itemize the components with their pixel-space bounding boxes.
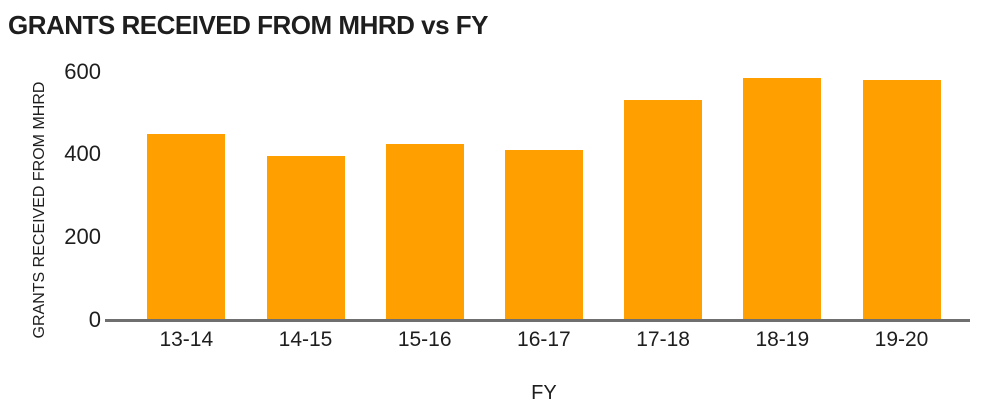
x-tick-label-13-14: 13-14 [159, 328, 214, 351]
bar-13-14[interactable] [147, 133, 226, 320]
x-tick-label-15-16: 15-16 [397, 328, 452, 351]
bar-14-15[interactable] [266, 155, 345, 320]
bar-19-20[interactable] [862, 79, 941, 320]
y-tick-label-0: 0 [88, 307, 101, 332]
y-tick-label-600: 600 [64, 58, 101, 84]
y-tick-label-400: 400 [64, 141, 101, 167]
x-tick-label-14-15: 14-15 [278, 328, 333, 351]
x-axis-title: FY [531, 382, 557, 404]
bar-17-18[interactable] [624, 100, 703, 320]
x-tick-label-16-17: 16-17 [517, 328, 571, 351]
x-tick-label-19-20: 19-20 [874, 328, 929, 351]
bar-18-19[interactable] [743, 77, 822, 320]
x-tick-label-18-19: 18-19 [755, 328, 810, 351]
y-tick-label-200: 200 [64, 224, 101, 250]
x-axis-line [105, 319, 970, 322]
x-tick-label-17-18: 17-18 [636, 328, 690, 351]
bar-15-16[interactable] [385, 143, 464, 320]
chart-title: GRANTS RECEIVED FROM MHRD vs FY [8, 10, 489, 40]
bar-16-17[interactable] [504, 150, 583, 320]
